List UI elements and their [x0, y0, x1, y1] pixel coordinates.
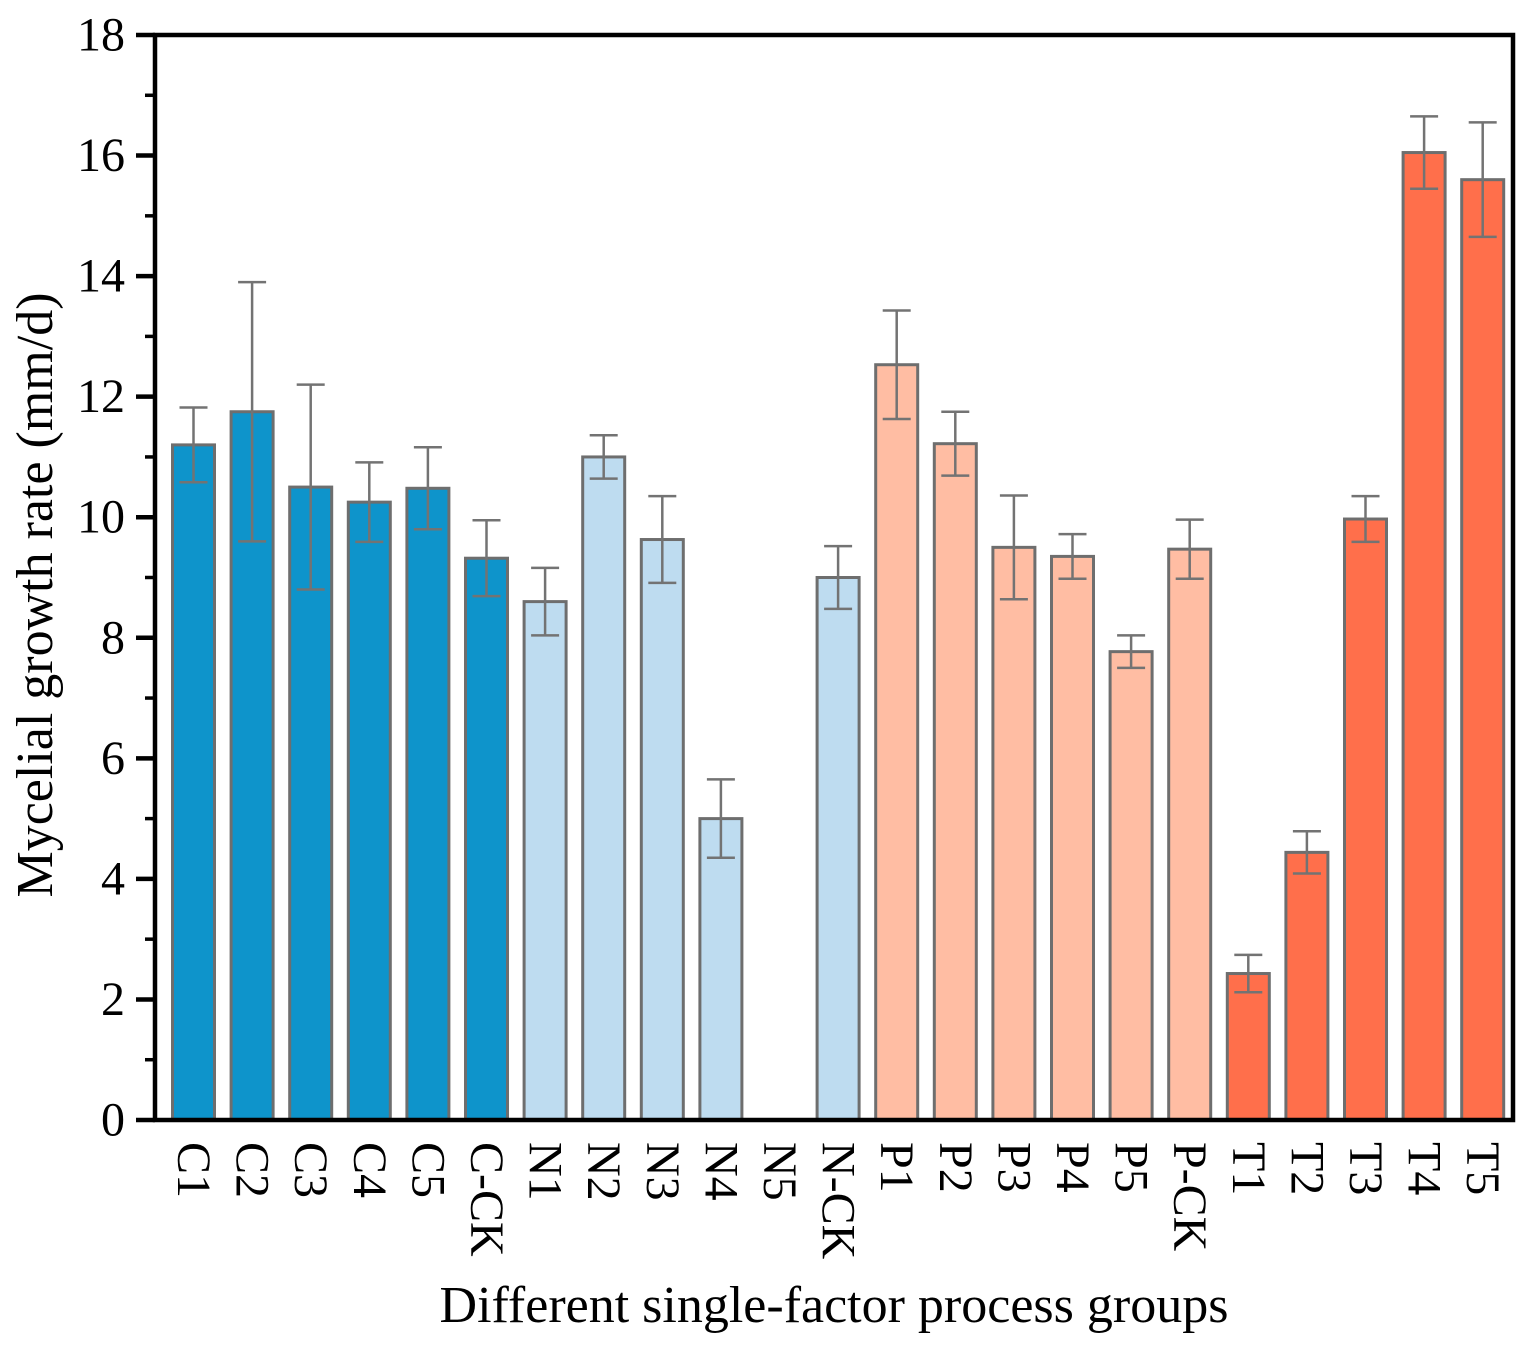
errorbar-C4: [355, 461, 384, 544]
bar-N-CK: [815, 576, 861, 1122]
errorbar-P3: [999, 494, 1028, 601]
x-tick-label-C4: C4: [343, 1142, 396, 1198]
x-tick-label-N-CK: N-CK: [812, 1142, 865, 1260]
bar-C4: [346, 500, 392, 1122]
x-tick-label-T3: T3: [1339, 1142, 1392, 1195]
x-tick-label-N4: N4: [694, 1142, 747, 1201]
bar-P4: [1050, 554, 1095, 1122]
bar-P1: [874, 363, 920, 1122]
x-tick-label-T4: T4: [1398, 1142, 1451, 1195]
bar-N1: [522, 600, 568, 1122]
y-tick-label-2: 2: [101, 973, 125, 1026]
bar-P-CK: [1167, 547, 1213, 1122]
errorbar-T2: [1292, 830, 1321, 875]
axis-ticks-layer: [136, 32, 155, 1123]
x-tick-label-C3: C3: [284, 1142, 337, 1198]
x-tick-label-T5: T5: [1456, 1142, 1509, 1195]
errorbar-P1: [882, 309, 911, 421]
x-tick-label-T2: T2: [1280, 1142, 1333, 1195]
x-axis-title: Different single-factor process groups: [440, 1277, 1229, 1334]
x-tick-label-N5: N5: [753, 1142, 806, 1201]
errorbar-N-CK: [824, 544, 853, 611]
y-tick-label-4: 4: [101, 852, 125, 905]
y-tick-label-8: 8: [101, 611, 125, 664]
y-tick-label-18: 18: [77, 9, 125, 62]
errorbar-T5: [1468, 121, 1497, 239]
bar-C1: [171, 443, 216, 1122]
y-tick-label-12: 12: [77, 370, 125, 423]
bar-P5: [1108, 650, 1154, 1122]
y-tick-label-10: 10: [77, 491, 125, 544]
errorbar-T4: [1410, 115, 1439, 190]
x-tick-label-C-CK: C-CK: [460, 1142, 513, 1257]
plot-frame: [152, 32, 1516, 1123]
x-tick-label-T1: T1: [1222, 1142, 1275, 1195]
errorbar-N1: [531, 566, 560, 637]
x-tick-label-N1: N1: [519, 1142, 572, 1201]
bar-P2: [932, 442, 978, 1122]
errorbar-C2: [238, 280, 267, 543]
y-axis-title: Mycelial growth rate (mm/d): [7, 292, 64, 897]
x-tick-label-C1: C1: [167, 1142, 220, 1198]
x-tick-label-P4: P4: [1046, 1142, 1099, 1193]
x-tick-label-P-CK: P-CK: [1163, 1142, 1216, 1252]
bar-T1: [1225, 972, 1271, 1122]
bar-T4: [1401, 151, 1447, 1122]
x-tick-label-P1: P1: [870, 1142, 923, 1193]
axis-labels-layer: C1 C2 C3 C4 C5 C-CK N1 N2 N3 N4 N5 N-CK P1 P2 P3 P4 P5 P-…: [77, 9, 1509, 1260]
errorbar-P2: [941, 410, 970, 477]
bars-layer: [171, 151, 1506, 1122]
y-tick-label-6: 6: [101, 732, 125, 785]
bar-N3: [639, 538, 685, 1122]
bar-C5: [405, 486, 451, 1122]
errorbar-P4: [1058, 532, 1087, 580]
errorbar-C5: [413, 446, 442, 531]
errorbar-T1: [1234, 953, 1263, 994]
bar-T5: [1460, 178, 1506, 1122]
error-bars-layer: [179, 115, 1497, 994]
bar-N4: [698, 817, 744, 1122]
bar-T3: [1343, 517, 1388, 1122]
y-tick-label-14: 14: [77, 250, 125, 303]
errorbar-N2: [589, 433, 618, 480]
x-tick-label-N2: N2: [577, 1142, 630, 1201]
x-tick-label-N3: N3: [636, 1142, 689, 1201]
errorbar-N3: [648, 494, 677, 585]
errorbar-C1: [179, 406, 208, 484]
y-tick-label-16: 16: [77, 129, 125, 182]
x-tick-label-C5: C5: [401, 1142, 454, 1198]
bar-P3: [991, 545, 1037, 1122]
errorbar-P5: [1117, 634, 1146, 670]
errorbar-C-CK: [472, 518, 501, 598]
bar-N2: [581, 455, 627, 1122]
errorbar-C3: [296, 383, 325, 591]
x-tick-label-P5: P5: [1105, 1142, 1158, 1193]
bar-C-CK: [464, 556, 509, 1122]
errorbar-N4: [706, 778, 735, 860]
x-tick-label-P3: P3: [987, 1142, 1040, 1193]
errorbar-T3: [1351, 494, 1380, 544]
x-tick-label-C2: C2: [226, 1142, 279, 1198]
bar-T2: [1284, 850, 1330, 1122]
errorbar-P-CK: [1175, 518, 1204, 580]
y-tick-label-0: 0: [101, 1094, 125, 1147]
x-tick-label-P2: P2: [929, 1142, 982, 1193]
